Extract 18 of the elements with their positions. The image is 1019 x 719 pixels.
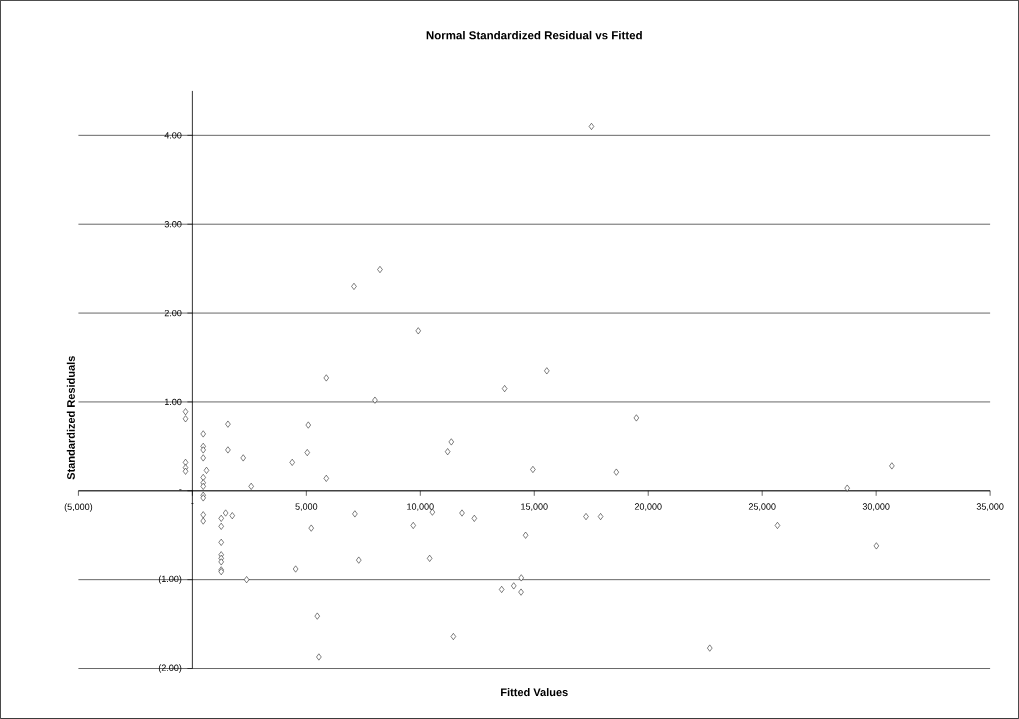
x-tick-label: 5,000 — [295, 503, 318, 511]
y-tick-label: 1.00 — [165, 398, 182, 406]
y-tick-label: 3.00 — [164, 221, 182, 228]
y-tick-label: 2.00 — [164, 309, 182, 317]
y-tick-label: (1.00) — [158, 575, 182, 584]
x-tick-label: 25,000 — [748, 503, 776, 511]
x-tick-label: 35,000 — [976, 503, 1004, 511]
x-axis-title: Fitted Values — [501, 688, 568, 697]
x-tick-label: 20,000 — [634, 503, 662, 511]
x-tick-label: 15,000 — [521, 503, 548, 511]
x-tick-label: 10,000 — [407, 503, 434, 511]
x-tick-label: - — [191, 503, 194, 505]
y-tick-label: - — [179, 489, 182, 491]
chart-title: Normal Standardized Residual vs Fitted — [426, 30, 642, 40]
x-tick-label: 30,000 — [862, 503, 890, 511]
x-tick-label: (5,000) — [64, 503, 93, 512]
y-axis-title: Standardized Residuals — [66, 356, 75, 480]
y-tick-label: 4.00 — [164, 132, 182, 139]
